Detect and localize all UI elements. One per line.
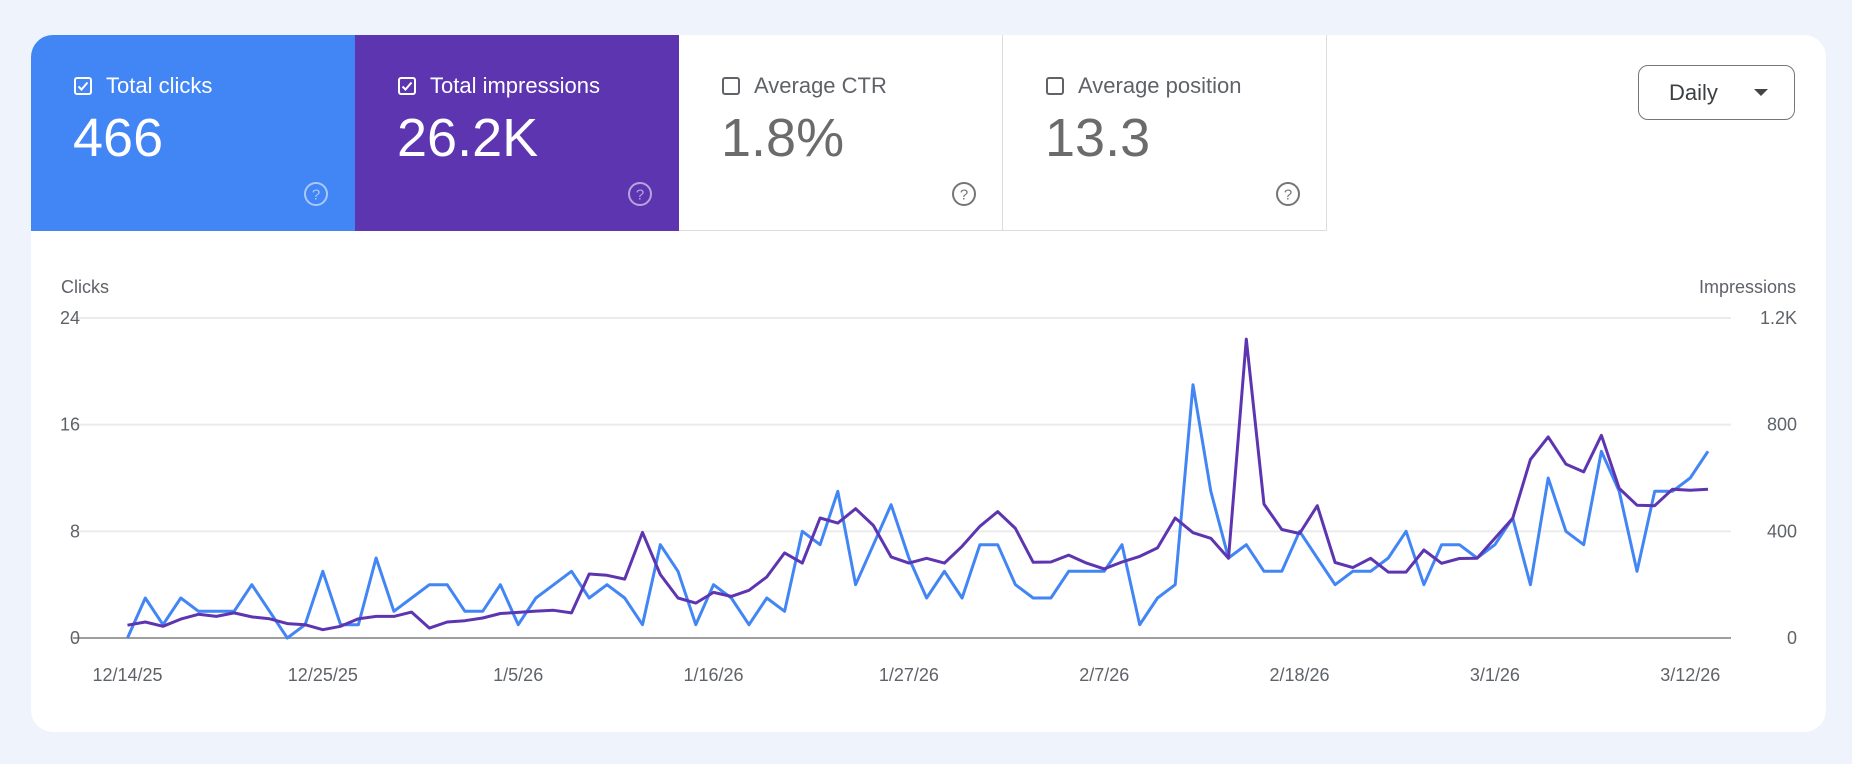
metric-label: Average position xyxy=(1078,73,1242,98)
x-tick-label: 2/18/26 xyxy=(1270,665,1330,685)
svg-text:?: ? xyxy=(1284,187,1292,204)
y-left-tick-label: 0 xyxy=(70,628,80,648)
y-left-tick-label: 8 xyxy=(70,521,80,541)
checkbox-unchecked-icon[interactable] xyxy=(1046,77,1064,95)
y-right-tick-label: 1.2K xyxy=(1760,308,1797,328)
svg-text:?: ? xyxy=(636,187,644,204)
y-left-tick-label: 16 xyxy=(60,415,80,435)
metric-tile-average-ctr[interactable]: Average CTR 1.8% ? xyxy=(679,35,1003,231)
y-right-tick-label: 0 xyxy=(1787,628,1797,648)
metric-tile-total-impressions[interactable]: Total impressions 26.2K ? xyxy=(355,35,679,231)
svg-text:?: ? xyxy=(312,187,320,204)
checkbox-checked-icon[interactable] xyxy=(74,77,92,95)
metric-value: 26.2K xyxy=(397,108,539,168)
x-tick-label: 12/25/25 xyxy=(288,665,358,685)
y-left-tick-label: 24 xyxy=(60,308,80,328)
performance-card: Total clicks 466 ? Total impressions 26.… xyxy=(31,35,1826,732)
x-tick-label: 12/14/25 xyxy=(92,665,162,685)
x-tick-label: 3/1/26 xyxy=(1470,665,1520,685)
svg-text:?: ? xyxy=(960,187,968,204)
metric-value: 13.3 xyxy=(1045,108,1151,168)
caret-down-icon xyxy=(1754,89,1768,96)
series-line-impressions xyxy=(127,337,1709,632)
metric-value: 1.8% xyxy=(721,108,845,168)
metric-label: Total clicks xyxy=(106,73,213,98)
granularity-selected: Daily xyxy=(1669,79,1718,105)
help-icon[interactable]: ? xyxy=(951,181,977,207)
series-line-clicks xyxy=(126,383,1710,640)
performance-chart: 0 0 8 400 16 800 24 1.2K 12/14/25 12/25/25 1/5/26 1… xyxy=(60,308,1797,685)
x-tick-label: 3/12/26 xyxy=(1660,665,1720,685)
x-tick-label: 1/16/26 xyxy=(683,665,743,685)
x-tick-label: 1/5/26 xyxy=(493,665,543,685)
metric-value: 466 xyxy=(73,108,164,168)
y-right-tick-label: 400 xyxy=(1767,521,1797,541)
granularity-dropdown[interactable]: Daily xyxy=(1638,65,1795,120)
y-left-axis-title: Clicks xyxy=(61,277,109,297)
x-tick-label: 2/7/26 xyxy=(1079,665,1129,685)
checkbox-unchecked-icon[interactable] xyxy=(722,77,740,95)
help-icon[interactable]: ? xyxy=(627,181,653,207)
metric-tile-average-position[interactable]: Average position 13.3 ? xyxy=(1003,35,1327,231)
metric-label: Average CTR xyxy=(754,73,887,98)
x-tick-label: 1/27/26 xyxy=(879,665,939,685)
help-icon[interactable]: ? xyxy=(303,181,329,207)
help-icon[interactable]: ? xyxy=(1275,181,1301,207)
checkbox-checked-icon[interactable] xyxy=(398,77,416,95)
metric-tile-total-clicks[interactable]: Total clicks 466 ? xyxy=(31,35,355,231)
y-right-tick-label: 800 xyxy=(1767,415,1797,435)
y-right-axis-title: Impressions xyxy=(1698,277,1796,297)
metric-label: Total impressions xyxy=(430,73,600,98)
